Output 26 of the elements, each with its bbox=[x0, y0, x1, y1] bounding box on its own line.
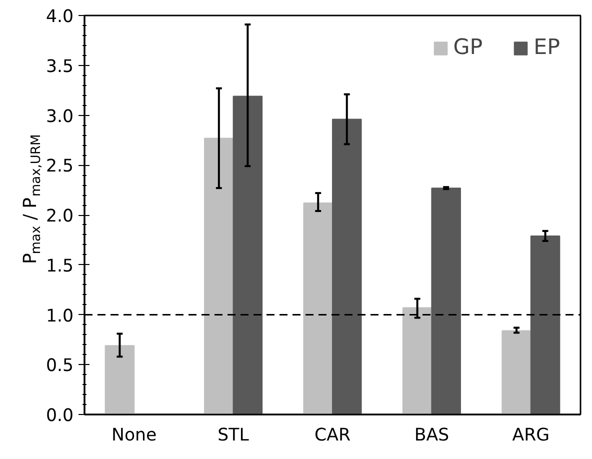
legend-label: GP bbox=[453, 35, 483, 60]
y-tick-label: 1.0 bbox=[46, 306, 74, 326]
bar bbox=[303, 202, 333, 414]
x-tick-label: ARG bbox=[512, 426, 550, 446]
y-tick-label: 4.0 bbox=[46, 7, 74, 27]
bar bbox=[332, 118, 362, 414]
y-tick-label: 0.5 bbox=[46, 356, 74, 376]
y-tick-label: 2.0 bbox=[46, 206, 74, 226]
x-tick-label: BAS bbox=[414, 426, 450, 446]
bar bbox=[530, 235, 560, 414]
y-axis-title: Pmax / Pmax,URM bbox=[20, 134, 44, 264]
y-tick-label: 3.5 bbox=[46, 56, 74, 77]
bar bbox=[104, 345, 135, 414]
bar bbox=[502, 330, 532, 414]
y-tick-label: 0.0 bbox=[46, 406, 74, 426]
x-tick-label: STL bbox=[218, 426, 250, 446]
legend-label: EP bbox=[534, 35, 560, 60]
y-tick-label: 3.0 bbox=[46, 106, 74, 127]
x-tick-label: None bbox=[111, 426, 157, 446]
bar bbox=[204, 138, 234, 414]
y-tick-label: 2.5 bbox=[46, 156, 74, 177]
bar bbox=[232, 96, 263, 414]
y-tick-label: 1.5 bbox=[46, 256, 74, 276]
bar bbox=[431, 188, 461, 414]
bar bbox=[402, 307, 432, 414]
x-tick-label: CAR bbox=[314, 426, 351, 446]
